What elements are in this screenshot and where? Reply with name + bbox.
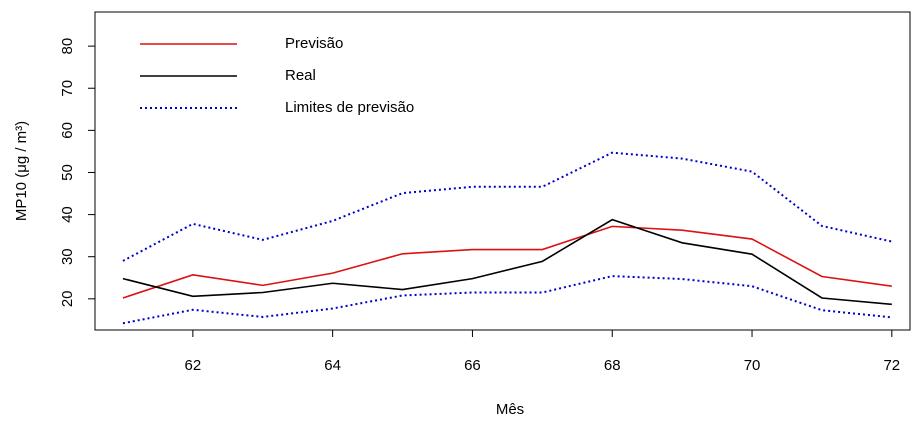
y-tick-label: 20 [59,290,76,307]
x-tick-label: 70 [744,357,761,374]
legend-label: Real [285,67,316,84]
x-tick-label: 66 [464,357,481,374]
y-tick-label: 30 [59,248,76,265]
y-tick-label: 60 [59,122,76,139]
x-tick-label: 68 [604,357,621,374]
y-tick-label: 70 [59,80,76,97]
legend-label: Previsão [285,35,343,52]
y-tick-label: 40 [59,206,76,223]
x-tick-label: 62 [185,357,202,374]
series-line [122,218,892,306]
legend-label: Limites de previsão [285,99,414,116]
series-line [122,275,892,325]
series-line [122,225,892,299]
plot-frame [94,11,911,331]
x-tick-label: 72 [883,357,900,374]
x-tick-label: 64 [324,357,341,374]
y-axis-label: MP10 (μg / m³) [13,121,30,221]
x-axis-label: Mês [496,401,524,418]
series-line [122,151,893,262]
y-tick-label: 80 [59,38,76,55]
y-tick-label: 50 [59,164,76,181]
